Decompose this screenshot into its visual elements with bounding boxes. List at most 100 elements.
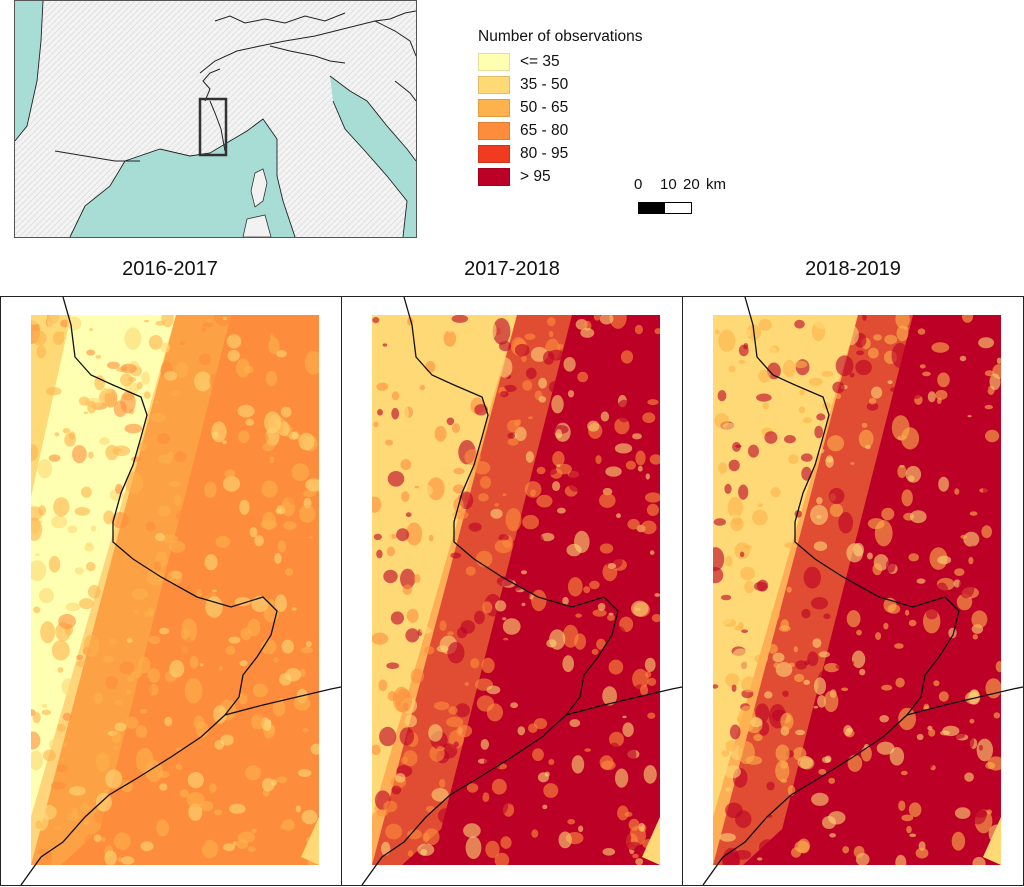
raster-mottle [735,444,742,448]
raster-mottle [163,371,178,381]
raster-mottle [503,384,517,392]
coastline [702,686,1023,885]
raster-mottle [204,554,218,571]
raster-mottle [232,841,237,846]
raster-mottle [505,508,522,532]
raster-mottle [261,480,278,498]
raster-mottle [649,454,660,465]
legend-label: <= 35 [520,52,560,70]
raster-mottle [160,342,171,353]
raster-mottle [448,706,458,715]
raster-mottle [905,609,910,616]
raster-mottle [866,552,873,560]
raster-mottle [875,632,882,641]
raster-mottle [759,839,777,856]
raster-mottle [138,656,151,674]
raster-mottle [262,512,276,530]
scale-bar-label: 10 [660,176,677,193]
raster-mottle [48,454,61,462]
raster-mottle [222,475,241,492]
raster-mottle [617,805,629,821]
raster-mottle [377,375,395,385]
raster-mottle [389,600,407,611]
raster-mottle [61,678,74,695]
raster-mottle [601,760,616,771]
raster-mottle [245,743,258,754]
raster-mottle [724,765,741,779]
raster-mottle [158,454,173,464]
raster-mottle [575,613,582,618]
raster-mottle [784,435,796,444]
raster-mottle [254,701,270,718]
raster-mottle [451,315,469,323]
raster-mottle [822,402,832,410]
raster-mottle [647,677,657,686]
raster-mottle [739,551,745,558]
raster-mottle [986,472,993,480]
raster-mottle [80,803,90,812]
raster-mottle [36,345,46,359]
raster-mottle [780,619,790,631]
raster-mottle [456,627,468,639]
raster-mottle [400,568,416,589]
raster-mottle [56,764,69,773]
raster-mottle [604,806,615,823]
raster-mottle [879,715,889,723]
raster-mottle [261,639,277,655]
raster-mottle [455,703,470,718]
raster-mottle [132,610,139,614]
raster-mottle [38,588,55,604]
raster-mottle [372,332,380,349]
raster-mottle [548,681,561,688]
raster-mottle [400,459,412,471]
raster-mottle [941,316,948,323]
raster-mottle [125,471,144,495]
raster-mottle [206,620,214,629]
raster-mottle [580,327,595,338]
raster-mottle [51,781,66,790]
raster-mottle [744,328,752,338]
raster-mottle [147,823,155,828]
raster-layer [372,315,660,865]
raster-mottle [146,570,165,586]
raster-mottle [531,829,539,838]
raster-mottle [632,668,649,690]
raster-mottle [419,484,433,497]
raster-mottle [273,751,283,762]
raster-mottle [276,776,288,784]
raster-mottle [799,389,806,395]
raster-mottle [822,729,839,745]
raster-mottle [406,608,419,623]
raster-mottle [499,391,509,398]
raster-mottle [375,523,392,550]
legend-swatch [478,52,510,71]
map-panel-2018-2019 [682,296,1024,886]
raster-mottle [555,711,560,716]
raster-mottle [971,497,981,504]
raster-west-band [372,315,412,497]
raster-mottle [194,371,212,392]
legend-item: > 95 [478,165,678,188]
raster-mottle [481,657,495,674]
raster-mottle [919,462,938,489]
raster-mottle [468,522,482,532]
raster-mottle [74,567,84,575]
raster-mottle [770,487,781,498]
raster-mottle [916,578,926,584]
raster-mottle [827,435,845,452]
raster-mottle [645,492,660,503]
raster-mottle [968,556,974,565]
raster-mottle [972,634,978,640]
raster-mottle [790,847,802,858]
raster-mottle [474,404,488,416]
raster-mottle [842,324,859,346]
raster-mottle [195,743,213,766]
raster-mottle [613,828,632,848]
raster-mottle [919,364,926,369]
raster-mottle [279,611,286,619]
raster-mottle [874,520,893,547]
raster-mottle [620,350,634,364]
raster-mottle [563,357,576,372]
raster-mottle [379,726,397,747]
raster-mottle [788,454,799,464]
